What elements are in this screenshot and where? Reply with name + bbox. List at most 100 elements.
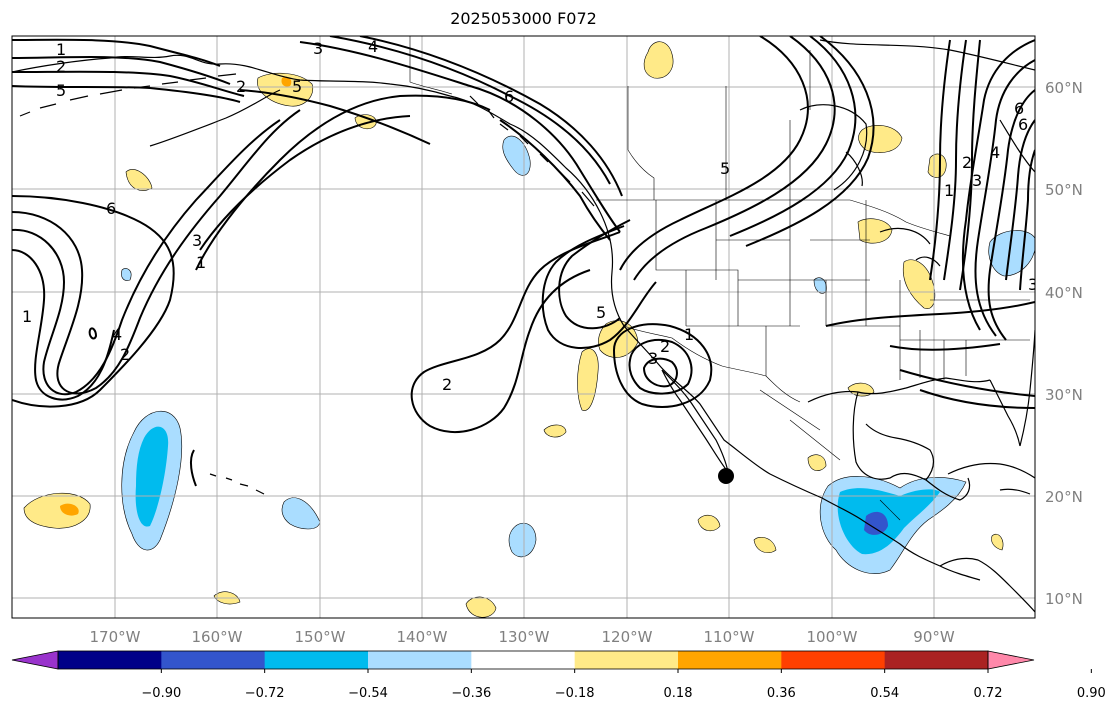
neg-blob-hawaii-west-core (135, 426, 169, 527)
pos-blob-14 (697, 514, 721, 532)
lon-label: 140°W (397, 628, 448, 646)
colorbar-tick-label: −0.72 (245, 686, 285, 701)
contour-loop-central-4 (499, 119, 611, 241)
contour-loop-central-1 (410, 231, 621, 434)
cuba (947, 462, 1035, 479)
neg-blob-2 (281, 497, 321, 530)
contour-label: 6 (504, 87, 514, 106)
contour-east-arc-2 (633, 36, 836, 281)
contour-label: 6 (1018, 115, 1028, 134)
lat-label: 40°N (1045, 284, 1083, 302)
contour-loop-west-3 (12, 249, 115, 401)
pos-blob-7 (902, 259, 936, 309)
alaska-coast (12, 54, 601, 213)
colorbar-segments (12, 651, 1034, 669)
contour-upper-1 (12, 70, 245, 97)
colorbar-segment (884, 651, 989, 669)
contour-label: 5 (56, 81, 66, 100)
contour-east-arc-1 (619, 36, 809, 271)
contour-east-3 (987, 89, 1035, 341)
coastlines (12, 39, 1035, 613)
lat-label: 20°N (1045, 488, 1083, 506)
contour-low-baja-2 (628, 339, 693, 395)
contour-label: 4 (112, 325, 122, 344)
great-lakes (879, 227, 941, 267)
contour-lines (12, 36, 1035, 487)
pos-blob-gulf-alaska-core (281, 76, 292, 87)
colorbar-tick-label: 0.72 (974, 686, 1003, 701)
us-states-west (655, 200, 810, 376)
colorbar: −0.90 −0.72 −0.54 −0.36 −0.18 0.18 0.36 0.54 0.7… (11, 650, 1105, 701)
canada-north-coast (819, 39, 1035, 71)
contour-east-6 (929, 39, 951, 281)
yucatan (925, 477, 971, 501)
pos-blob-13-core (60, 503, 79, 516)
lon-label: 110°W (704, 628, 755, 646)
colorbar-tick-label: −0.18 (555, 686, 595, 701)
contour-2-north (12, 56, 231, 85)
colorbar-segment (471, 651, 576, 669)
contour-west-small (189, 449, 197, 487)
contour-east-arc-4 (745, 36, 875, 247)
contour-6-west (12, 195, 175, 408)
contour-loop-west-2 (12, 119, 281, 396)
contour-east-5 (1019, 149, 1035, 291)
baja (661, 369, 729, 473)
contour-labels: 1 2 5 3 4 6 6 3 1 4 2 1 5 2 1 2 3 5 6 2 … (22, 37, 1035, 394)
contour-label: 3 (313, 39, 323, 58)
lon-label: 150°W (295, 628, 346, 646)
contour-label: 4 (990, 143, 1000, 162)
contour-label: 2 (56, 57, 66, 76)
us-west-coast (599, 211, 981, 581)
contour-arm-mid-1 (195, 94, 491, 271)
contour-low-baja-1 (612, 323, 713, 408)
contour-north-arc-4 (239, 89, 431, 145)
pos-blob-2 (125, 169, 153, 191)
map-title: 2025053000 F072 (450, 9, 597, 28)
hudson-bay (799, 104, 868, 191)
contour-label: 6 (1014, 99, 1024, 118)
pos-blob-4 (858, 125, 903, 153)
pos-blob-13 (23, 492, 91, 529)
us-mexico-border (623, 325, 801, 403)
contour-label: 1 (196, 253, 206, 272)
pos-blob-12 (807, 454, 827, 471)
contour-label: 2 (236, 77, 246, 96)
positive-shading (23, 41, 1004, 618)
lon-label: 100°W (807, 628, 858, 646)
contour-east-2 (974, 59, 1035, 337)
contour-arm-mid-2 (199, 115, 411, 251)
neg-blob-mexico-mid (837, 488, 940, 555)
colorbar-outline (57, 650, 989, 670)
colorbar-ticks: −0.90 −0.72 −0.54 −0.36 −0.18 0.18 0.36 0.54 0.7… (141, 669, 1105, 701)
contour-trough-east (825, 301, 1035, 409)
colorbar-segment (368, 651, 472, 669)
colorbar-extend-max (988, 651, 1034, 669)
contour-label: 3 (648, 349, 658, 368)
contour-label: 1 (944, 181, 954, 200)
lon-label: 170°W (90, 628, 141, 646)
neg-blob-3 (508, 522, 537, 558)
contour-label: 3 (192, 231, 202, 250)
lon-label: 120°W (602, 628, 653, 646)
caribbean-island (999, 488, 1031, 495)
pos-blob-6 (857, 218, 893, 244)
us-states-east (899, 280, 1030, 380)
contour-east-arc-3 (729, 36, 857, 237)
contour-small-loop (88, 327, 98, 340)
pos-blob-11 (543, 424, 567, 438)
pos-blob-15 (753, 537, 777, 553)
east-coast (1019, 329, 1035, 447)
contour-label: 5 (720, 159, 730, 178)
colorbar-segment (161, 651, 266, 669)
negative-shading (121, 135, 1035, 574)
canada-provinces (627, 50, 811, 200)
lat-label: 30°N (1045, 386, 1083, 404)
contour-north-arc-2 (329, 36, 611, 185)
contour-east-7 (943, 39, 967, 281)
political-borders (409, 36, 1030, 521)
neg-blob-5 (121, 268, 132, 281)
colorbar-tick-label: −0.54 (348, 686, 388, 701)
colorbar-tick-label: 0.36 (767, 686, 796, 701)
location-marker (718, 468, 734, 484)
